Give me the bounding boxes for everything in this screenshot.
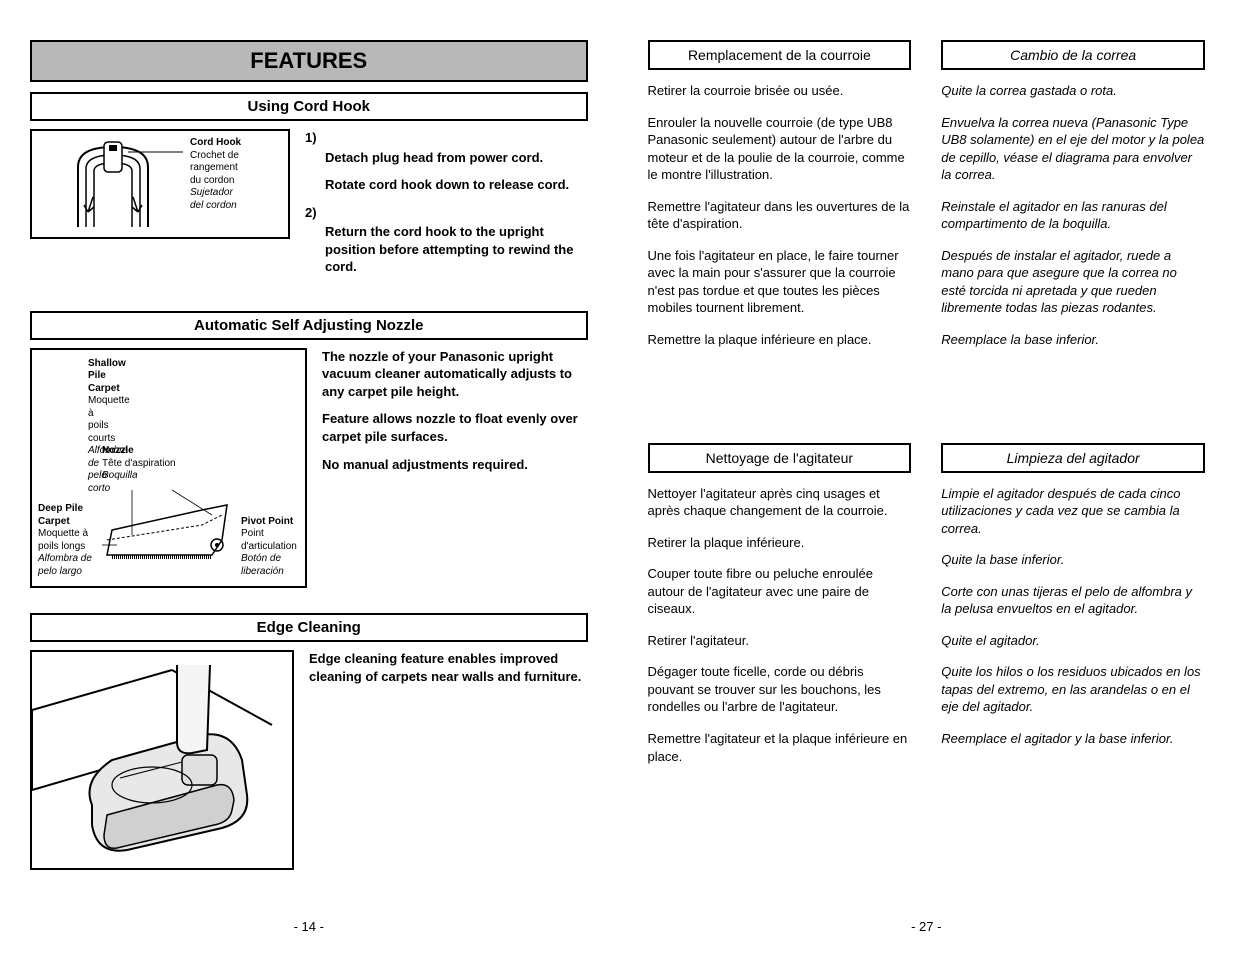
- agitator-es-title: Limpieza del agitador: [941, 443, 1205, 473]
- nozzle-diagram: Shallow Pile Carpet Moquette à poils cou…: [30, 348, 307, 589]
- cord-hook-svg: [38, 137, 188, 232]
- nozzle-section: Automatic Self Adjusting Nozzle Shallow …: [30, 311, 588, 589]
- cord-hook-title: Using Cord Hook: [30, 92, 588, 121]
- nozzle-instructions: The nozzle of your Panasonic upright vac…: [322, 348, 588, 589]
- page-num-left: - 14 -: [294, 919, 324, 934]
- edge-instructions: Edge cleaning feature enables improved c…: [309, 650, 588, 870]
- belt-fr-text: Retirer la courroie brisée ou usée. Enro…: [648, 82, 912, 349]
- belt-section: Remplacement de la courroie Retirer la c…: [648, 40, 1206, 363]
- belt-fr-title: Remplacement de la courroie: [648, 40, 912, 70]
- edge-section: Edge Cleaning Edge cleaning feature en: [30, 613, 588, 870]
- edge-title: Edge Cleaning: [30, 613, 588, 642]
- cord-hook-diagram: Cord Hook Crochet de rangement du cordon…: [30, 129, 290, 239]
- edge-diagram: [30, 650, 294, 870]
- agitator-section: Nettoyage de l'agitateur Nettoyer l'agit…: [648, 443, 1206, 780]
- belt-es-title: Cambio de la correa: [941, 40, 1205, 70]
- agitator-fr-text: Nettoyer l'agitateur après cinq usages e…: [648, 485, 912, 766]
- cord-hook-section: Using Cord Hook Cord Hook: [30, 92, 588, 286]
- features-header: FEATURES: [30, 40, 588, 82]
- belt-es-text: Quite la correa gastada o rota. Envuelva…: [941, 82, 1205, 349]
- nozzle-svg: [102, 485, 237, 575]
- page-num-right: - 27 -: [911, 919, 941, 934]
- page-left: FEATURES Using Cord Hook: [0, 0, 618, 954]
- nozzle-title: Automatic Self Adjusting Nozzle: [30, 311, 588, 340]
- edge-svg: [32, 660, 292, 860]
- agitator-fr-title: Nettoyage de l'agitateur: [648, 443, 912, 473]
- cord-hook-instructions: 1) Detach plug head from power cord. Rot…: [305, 129, 588, 286]
- agitator-es-text: Limpie el agitador después de cada cinco…: [941, 485, 1205, 748]
- cord-hook-label: Cord Hook Crochet de rangement du cordon…: [190, 137, 241, 212]
- page-right: Remplacement de la courroie Retirer la c…: [618, 0, 1235, 954]
